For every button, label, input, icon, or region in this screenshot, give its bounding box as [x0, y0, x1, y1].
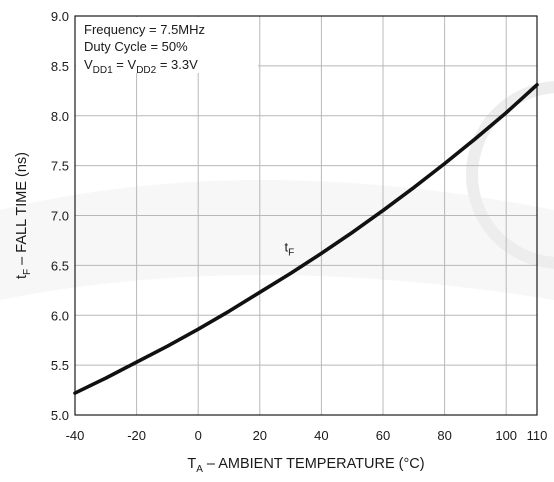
x-tick-label-1: -20: [127, 428, 146, 443]
series-line-tf: [73, 83, 539, 395]
watermark-logo: [0, 81, 554, 300]
x-tick-label-3: 20: [253, 428, 267, 443]
annotation-dd1: DD1: [93, 65, 113, 76]
annotation-background: [76, 17, 258, 73]
series-label-sub: F: [288, 247, 294, 258]
y-tick-label-4: 7.0: [51, 209, 69, 224]
x-tick-label-4: 40: [314, 428, 328, 443]
x-tick-label-0: -40: [66, 428, 85, 443]
x-tick-label-5: 60: [376, 428, 390, 443]
y-tick-label-7: 8.5: [51, 59, 69, 74]
y-tick-label-8: 9.0: [51, 9, 69, 24]
plot-frame: [74, 15, 538, 416]
y-tick-label-2: 6.0: [51, 308, 69, 323]
annotation-v2: = V: [113, 57, 137, 72]
x-axis-label-sub: A: [196, 464, 203, 475]
x-tick-label-7: 100: [495, 428, 517, 443]
x-tick-label-8: 110: [527, 428, 548, 443]
annotation-value: = 3.3V: [156, 57, 198, 72]
annotation: Frequency = 7.5MHz Duty Cycle = 50% VDD1…: [84, 22, 205, 76]
ticks: -40 -20 0 20 40 60 80 100 110 5.0 5.5 6.0 6.5 7.0 7.5 8…: [51, 9, 547, 443]
y-axis-label-main: t: [14, 275, 30, 279]
series-label-main: t: [284, 239, 288, 254]
annotation-v1: V: [84, 57, 93, 72]
x-tick-label-2: 0: [195, 428, 202, 443]
y-axis-label-rest: – FALL TIME (ns): [14, 152, 30, 269]
series-label-tf: tF: [284, 239, 294, 258]
x-axis-label: TA – AMBIENT TEMPERATURE (°C): [187, 456, 424, 475]
y-tick-label-0: 5.0: [51, 408, 69, 423]
annotation-supply-voltage: VDD1 = VDD2 = 3.3V: [84, 57, 198, 76]
y-tick-label-6: 8.0: [51, 109, 69, 124]
y-axis-label: tF – FALL TIME (ns): [14, 152, 33, 279]
y-axis-label-sub: F: [22, 269, 33, 275]
annotation-duty-cycle: Duty Cycle = 50%: [84, 39, 188, 54]
x-axis-label-main: T: [187, 456, 196, 472]
y-tick-label-3: 6.5: [51, 258, 69, 273]
annotation-frequency: Frequency = 7.5MHz: [84, 22, 205, 37]
y-tick-label-5: 7.5: [51, 159, 69, 174]
y-tick-label-1: 5.5: [51, 358, 69, 373]
x-tick-label-6: 80: [437, 428, 451, 443]
annotation-dd2: DD2: [136, 65, 156, 76]
x-axis-label-rest: – AMBIENT TEMPERATURE (°C): [203, 456, 425, 472]
